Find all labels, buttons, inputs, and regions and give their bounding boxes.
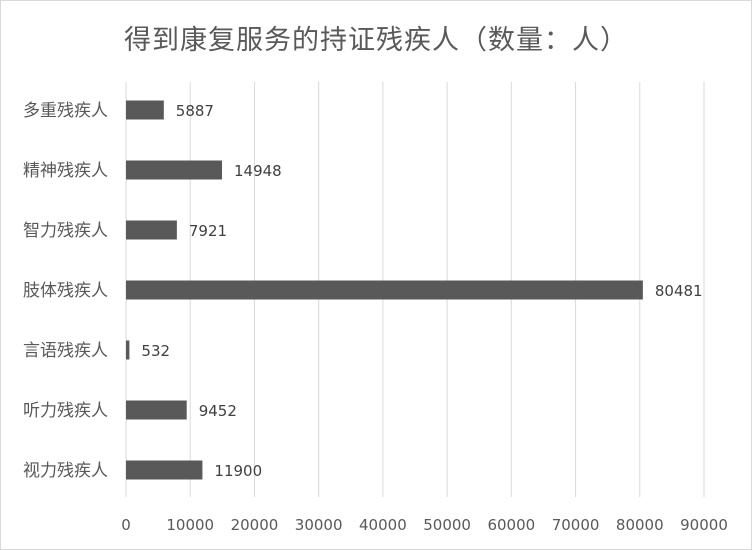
data-label: 14948	[234, 162, 282, 180]
bar	[126, 460, 203, 480]
category-label: 智力残疾人	[23, 221, 108, 241]
bar	[126, 100, 164, 120]
data-label: 11900	[214, 462, 262, 480]
bar	[126, 280, 643, 300]
x-tick-label: 90000	[680, 516, 728, 534]
x-tick-label: 0	[121, 516, 131, 534]
x-tick-label: 40000	[359, 516, 407, 534]
category-label: 精神残疾人	[23, 161, 108, 181]
category-label: 言语残疾人	[23, 341, 108, 361]
data-label: 7921	[189, 222, 227, 240]
data-label: 80481	[655, 282, 703, 300]
x-tick-label: 80000	[616, 516, 664, 534]
bar	[126, 400, 187, 420]
x-tick-label: 60000	[487, 516, 535, 534]
data-label: 532	[141, 342, 170, 360]
category-label: 听力残疾人	[23, 401, 108, 421]
category-label: 肢体残疾人	[23, 281, 108, 301]
category-label: 视力残疾人	[23, 461, 108, 481]
bar	[126, 340, 130, 360]
bar	[126, 160, 222, 180]
x-tick-label: 20000	[231, 516, 279, 534]
bar	[126, 220, 177, 240]
chart-title: 得到康复服务的持证残疾人（数量：人）	[124, 25, 628, 56]
category-label: 多重残疾人	[23, 101, 108, 121]
x-tick-label: 30000	[295, 516, 343, 534]
data-label: 5887	[176, 102, 214, 120]
x-tick-label: 70000	[552, 516, 600, 534]
x-tick-label: 10000	[166, 516, 214, 534]
data-label: 9452	[199, 402, 237, 420]
x-tick-label: 50000	[423, 516, 471, 534]
